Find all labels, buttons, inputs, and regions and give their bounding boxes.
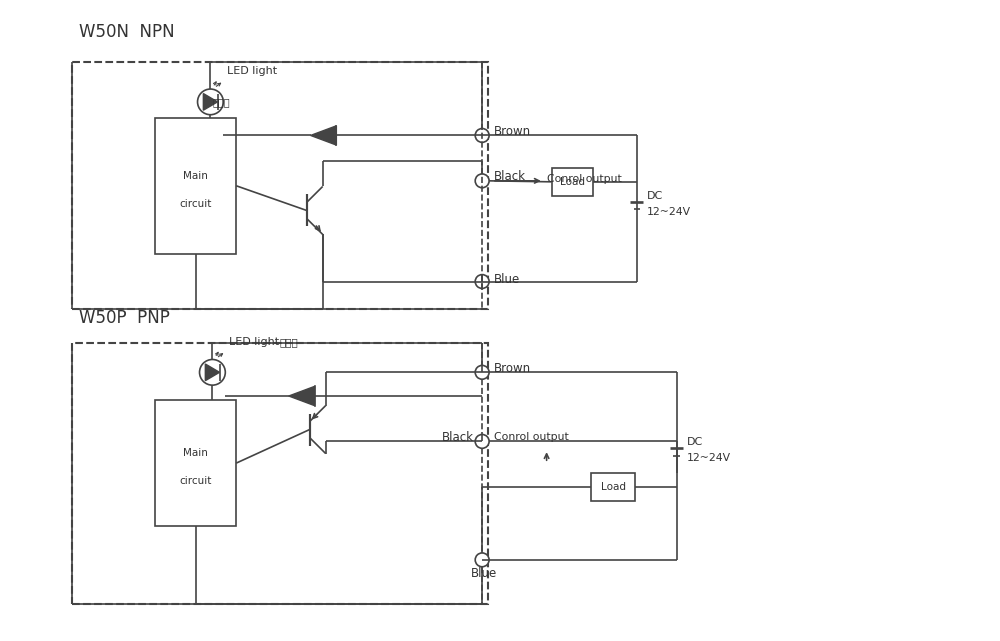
- Text: Black: Black: [442, 431, 474, 444]
- Text: W50P  PNP: W50P PNP: [79, 309, 169, 327]
- Text: DC: DC: [686, 437, 703, 447]
- Text: Main: Main: [183, 448, 208, 458]
- Bar: [591, 473, 635, 501]
- Polygon shape: [289, 387, 315, 406]
- Bar: [155, 400, 236, 526]
- Text: Load: Load: [560, 177, 585, 187]
- Text: Main: Main: [183, 171, 208, 181]
- Polygon shape: [311, 126, 336, 145]
- Text: W50N  NPN: W50N NPN: [79, 22, 174, 41]
- Bar: [552, 168, 593, 196]
- Text: circuit: circuit: [179, 199, 212, 208]
- Bar: [72, 343, 488, 604]
- Text: Load: Load: [601, 482, 626, 492]
- Text: Blue: Blue: [494, 273, 520, 286]
- Polygon shape: [205, 364, 220, 381]
- Text: DC: DC: [647, 190, 663, 201]
- Text: circuit: circuit: [179, 476, 212, 486]
- Text: Conrol output: Conrol output: [547, 174, 621, 184]
- Circle shape: [475, 553, 489, 567]
- Text: （橙）: （橙）: [212, 97, 230, 107]
- Text: Brown: Brown: [494, 362, 531, 375]
- Text: LED light: LED light: [227, 66, 277, 76]
- Text: Black: Black: [494, 171, 526, 183]
- Circle shape: [475, 365, 489, 379]
- Circle shape: [475, 435, 489, 448]
- Bar: [72, 62, 488, 309]
- Text: LED light: LED light: [229, 337, 279, 347]
- Bar: [155, 118, 236, 254]
- Circle shape: [475, 174, 489, 188]
- Text: Brown: Brown: [494, 125, 531, 138]
- Text: （橙）: （橙）: [280, 337, 299, 347]
- Circle shape: [475, 274, 489, 288]
- Text: 12~24V: 12~24V: [647, 208, 691, 217]
- Text: 12~24V: 12~24V: [686, 453, 731, 463]
- Text: Blue: Blue: [471, 567, 497, 580]
- Text: Conrol output: Conrol output: [494, 433, 569, 442]
- Circle shape: [475, 129, 489, 142]
- Polygon shape: [203, 94, 218, 110]
